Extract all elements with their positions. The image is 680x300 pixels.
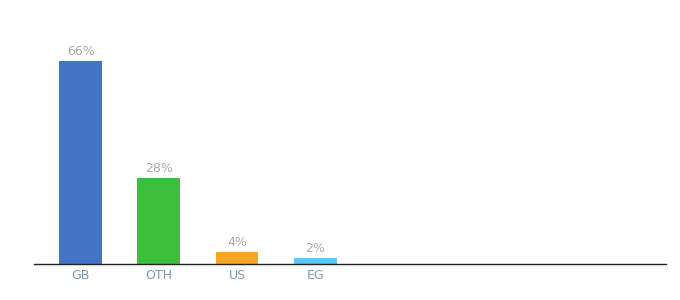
Text: 4%: 4%	[227, 236, 247, 249]
Bar	[294, 258, 337, 264]
Text: 28%: 28%	[145, 162, 173, 176]
Bar	[137, 178, 180, 264]
Text: 66%: 66%	[67, 46, 95, 59]
Text: 2%: 2%	[305, 242, 325, 255]
Bar	[216, 252, 258, 264]
Bar	[59, 61, 102, 264]
